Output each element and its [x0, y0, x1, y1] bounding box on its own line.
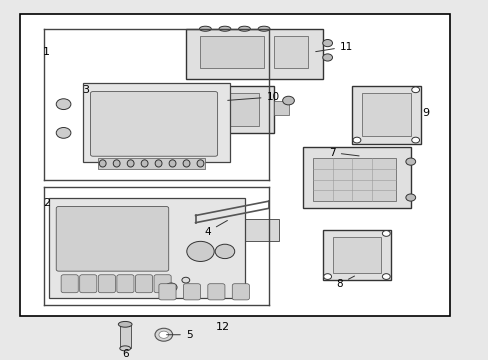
Circle shape [215, 244, 234, 258]
Bar [303, 147, 410, 208]
FancyBboxPatch shape [117, 275, 134, 293]
Text: 12: 12 [215, 322, 229, 332]
Text: 10: 10 [227, 92, 279, 102]
Ellipse shape [155, 328, 172, 341]
Circle shape [165, 283, 177, 292]
Text: 11: 11 [315, 42, 352, 52]
Circle shape [405, 158, 415, 165]
Bar [49, 198, 244, 298]
Bar [166, 86, 273, 133]
FancyBboxPatch shape [56, 207, 168, 271]
Ellipse shape [183, 160, 189, 167]
Ellipse shape [219, 26, 230, 31]
Bar [200, 36, 264, 68]
Text: 1: 1 [43, 47, 50, 57]
Text: 2: 2 [43, 198, 50, 208]
Ellipse shape [118, 321, 132, 327]
FancyBboxPatch shape [61, 275, 78, 293]
Bar [20, 14, 449, 316]
Circle shape [411, 87, 419, 93]
Ellipse shape [120, 346, 130, 351]
Bar [176, 93, 259, 126]
Bar [351, 86, 420, 144]
Text: 8: 8 [336, 276, 354, 289]
Bar [322, 230, 390, 280]
Bar [332, 237, 381, 273]
Bar [273, 36, 307, 68]
Circle shape [322, 54, 332, 61]
Ellipse shape [141, 160, 148, 167]
Circle shape [382, 230, 389, 236]
Ellipse shape [155, 160, 162, 167]
Text: 6: 6 [122, 349, 128, 359]
Text: 7: 7 [328, 148, 358, 158]
Circle shape [323, 274, 331, 279]
Ellipse shape [238, 26, 250, 31]
Circle shape [182, 277, 189, 283]
Circle shape [352, 137, 360, 143]
Circle shape [322, 40, 332, 47]
FancyBboxPatch shape [135, 275, 152, 293]
Circle shape [382, 274, 389, 279]
Bar [361, 93, 410, 136]
Ellipse shape [199, 26, 211, 31]
FancyBboxPatch shape [90, 91, 217, 156]
FancyBboxPatch shape [159, 284, 176, 300]
FancyBboxPatch shape [232, 284, 249, 300]
Bar [273, 100, 288, 115]
Text: 5: 5 [166, 330, 192, 340]
FancyBboxPatch shape [154, 275, 171, 293]
Circle shape [186, 241, 214, 261]
Circle shape [56, 99, 71, 109]
Ellipse shape [127, 160, 134, 167]
FancyBboxPatch shape [183, 284, 200, 300]
Circle shape [56, 127, 71, 138]
Ellipse shape [159, 331, 168, 338]
Bar [185, 29, 322, 79]
Ellipse shape [258, 26, 269, 31]
FancyBboxPatch shape [98, 275, 115, 293]
FancyBboxPatch shape [207, 284, 224, 300]
Text: 4: 4 [204, 220, 227, 237]
Bar [83, 82, 229, 162]
Circle shape [405, 194, 415, 201]
Ellipse shape [197, 160, 203, 167]
Circle shape [282, 96, 294, 105]
Ellipse shape [169, 160, 176, 167]
Text: 3: 3 [82, 85, 89, 95]
FancyBboxPatch shape [80, 275, 97, 293]
Text: 9: 9 [421, 108, 428, 118]
Ellipse shape [99, 160, 106, 167]
Ellipse shape [113, 160, 120, 167]
Circle shape [411, 137, 419, 143]
Bar [120, 325, 130, 348]
Bar [98, 158, 205, 169]
Bar [210, 219, 278, 240]
Bar [312, 158, 395, 201]
